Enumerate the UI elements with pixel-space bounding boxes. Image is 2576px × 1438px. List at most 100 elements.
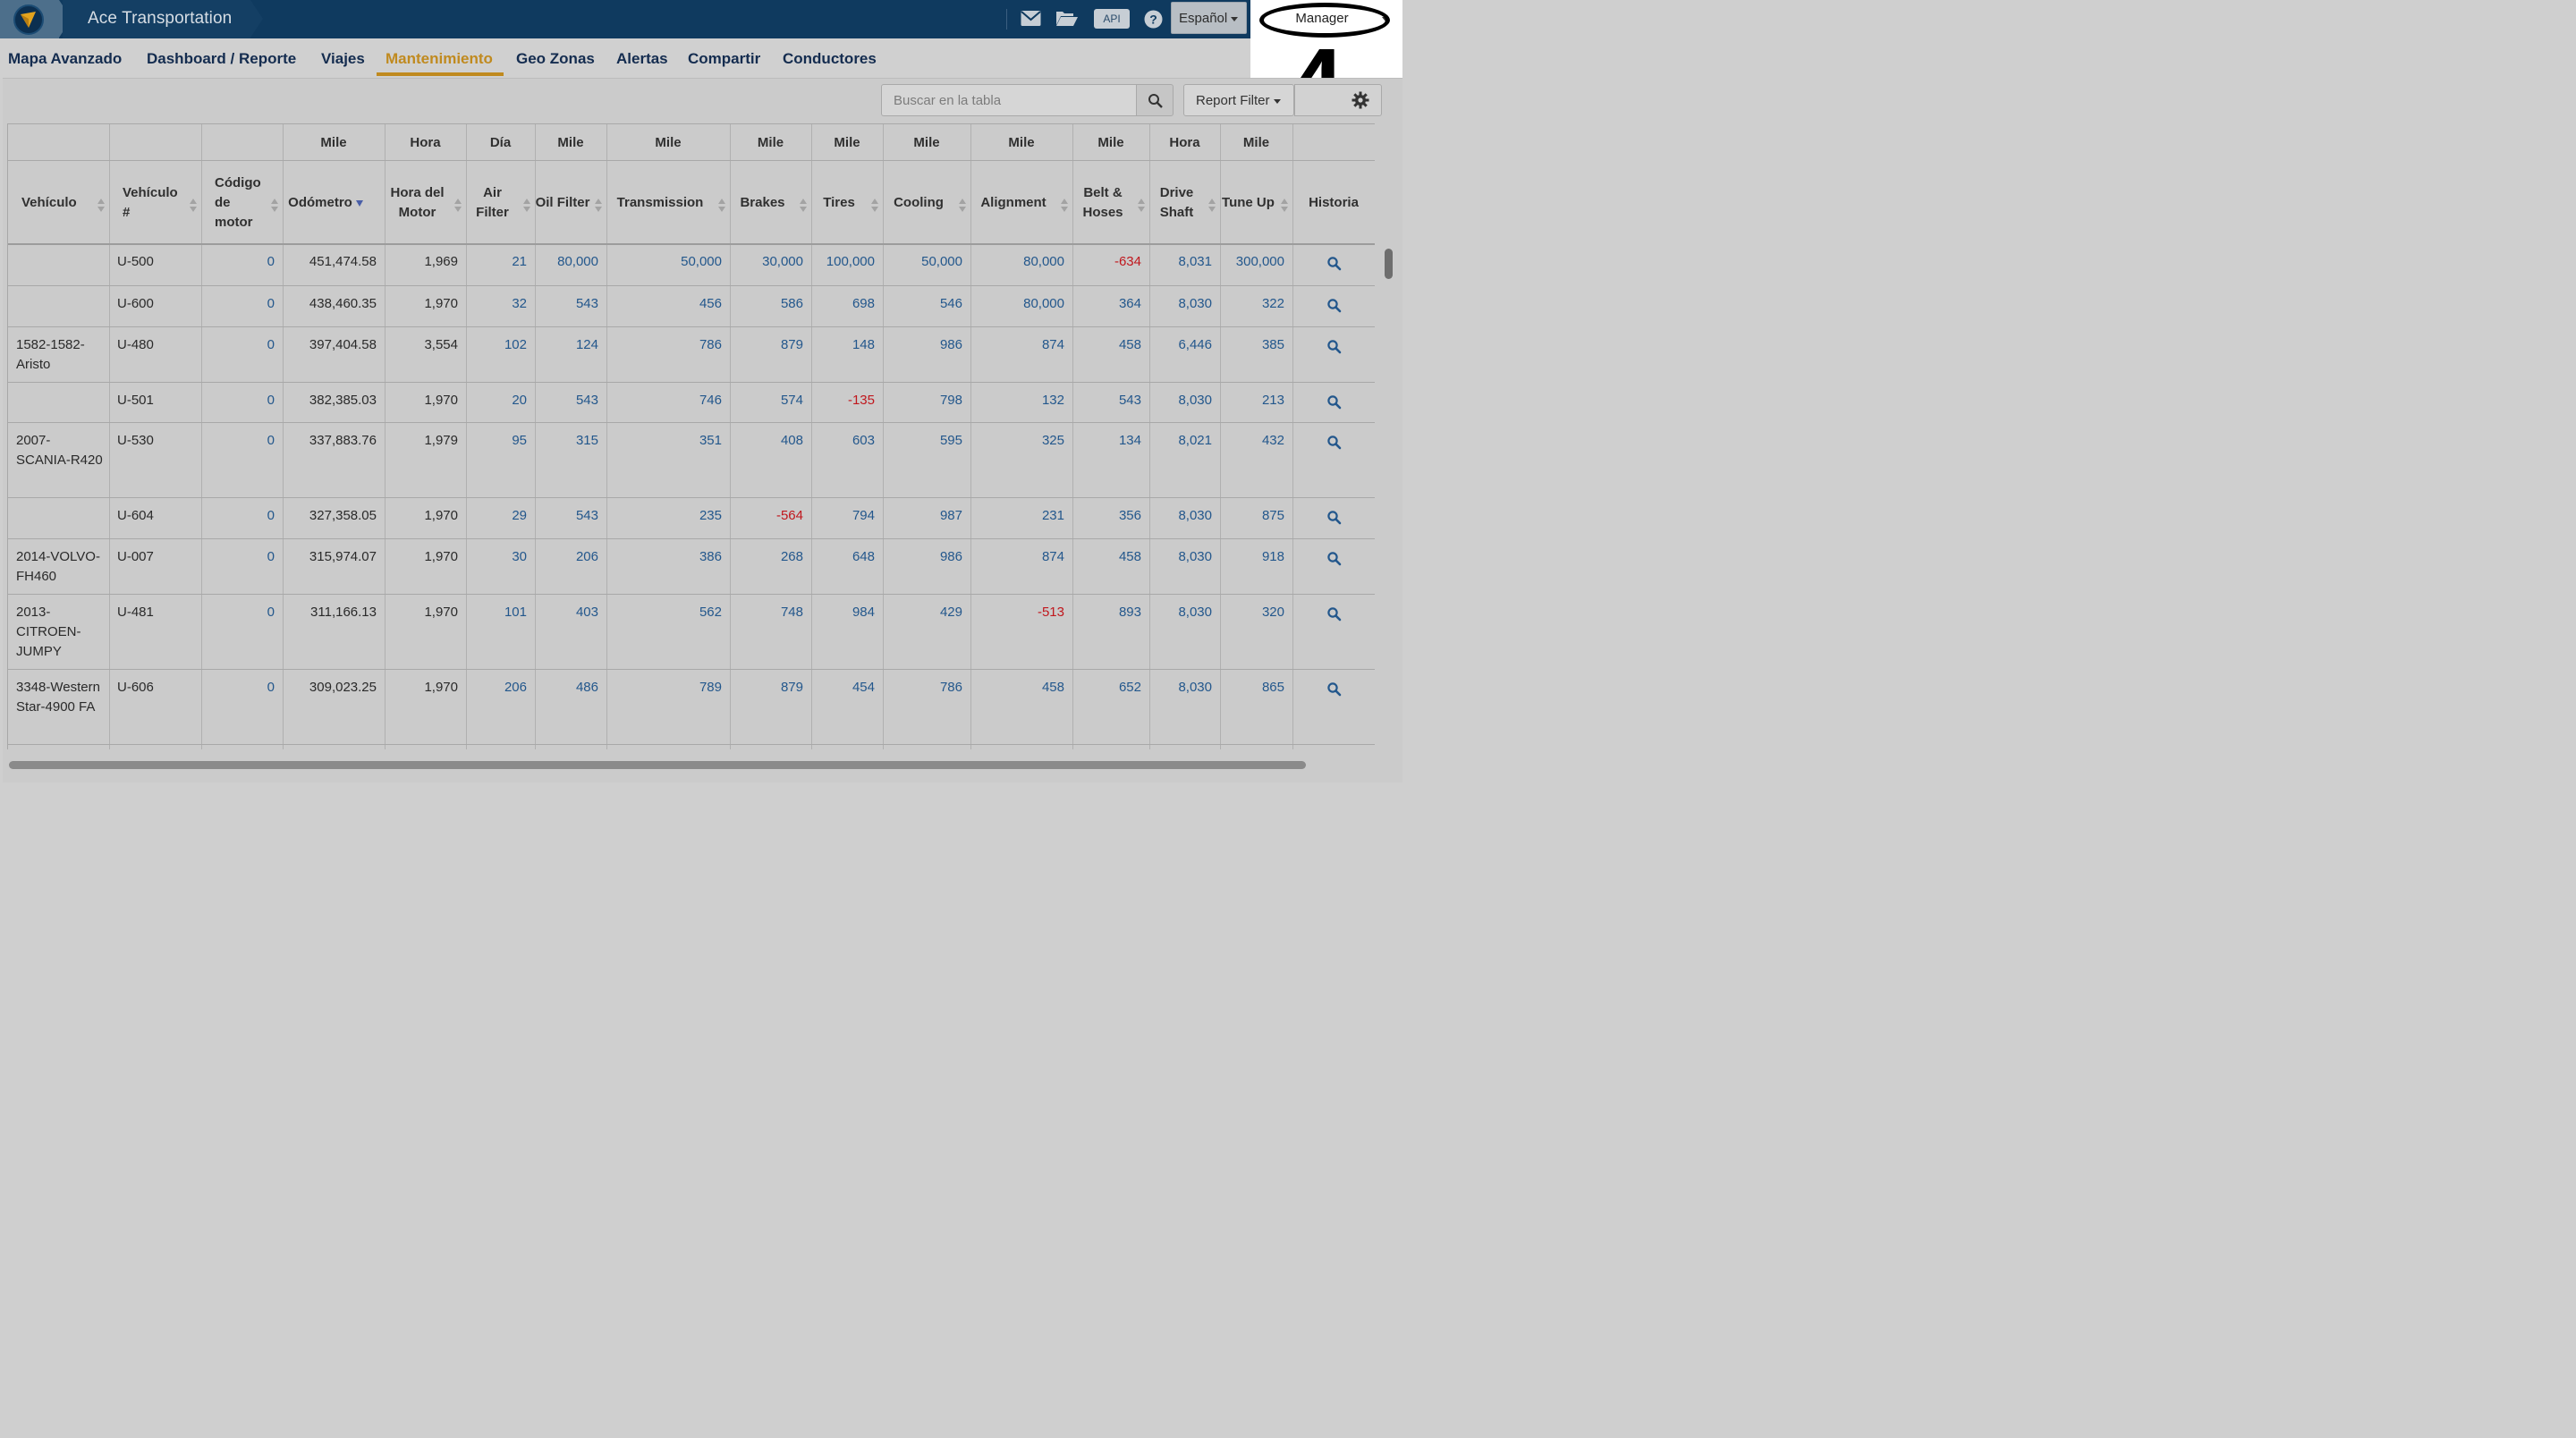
column-header-drive-shaft[interactable]: Drive Shaft (1149, 163, 1204, 243)
cell-tires[interactable]: -135 (847, 393, 875, 408)
cell-brakes[interactable]: 30,000 (762, 254, 803, 269)
cell-air-filter[interactable]: 101 (504, 605, 527, 620)
cell-alignment[interactable]: 132 (1041, 393, 1064, 408)
cell-transmission[interactable]: 786 (699, 337, 722, 352)
column-header-engine-code[interactable]: Código de motor (215, 163, 268, 243)
cell-transmission[interactable]: 50,000 (681, 254, 722, 269)
cell-drive-shaft[interactable]: 8,030 (1178, 508, 1212, 523)
sort-icon[interactable] (271, 199, 278, 213)
cell-air-filter[interactable]: 29 (512, 508, 527, 523)
cell-oil-filter[interactable]: 315 (575, 433, 598, 448)
cell-belt-hoses[interactable]: 458 (1118, 337, 1141, 352)
vertical-scrollbar-thumb[interactable] (1385, 249, 1393, 279)
cell-transmission[interactable]: 386 (699, 549, 722, 564)
cell-cooling[interactable]: 986 (939, 549, 962, 564)
cell-oil-filter[interactable]: 543 (575, 296, 598, 311)
cell-air-filter[interactable]: 32 (512, 296, 527, 311)
cell-alignment[interactable]: 325 (1041, 433, 1064, 448)
cell-brakes[interactable]: 408 (780, 433, 803, 448)
nav-conductores[interactable]: Conductores (783, 50, 877, 67)
cell-brakes[interactable]: 748 (780, 605, 803, 620)
column-header-tires[interactable]: Tires (811, 163, 867, 243)
cell-cooling[interactable]: 798 (939, 393, 962, 408)
sort-icon[interactable] (800, 199, 807, 213)
history-search-icon[interactable] (1326, 435, 1343, 451)
history-search-icon[interactable] (1326, 606, 1343, 622)
sort-icon[interactable] (1138, 199, 1145, 213)
cell-air-filter[interactable]: 30 (512, 549, 527, 564)
cell-engine-code[interactable]: 0 (267, 549, 275, 564)
cell-alignment[interactable]: 231 (1041, 508, 1064, 523)
folder-open-icon[interactable] (1055, 9, 1079, 32)
cell-tires[interactable]: 984 (852, 605, 875, 620)
sort-icon[interactable] (1281, 199, 1288, 213)
cell-drive-shaft[interactable]: 8,031 (1178, 254, 1212, 269)
cell-tires[interactable]: 794 (852, 508, 875, 523)
column-header-air-filter[interactable]: Air Filter (466, 163, 519, 243)
cell-tires[interactable]: 603 (852, 433, 875, 448)
column-header-brakes[interactable]: Brakes (730, 163, 795, 243)
nav-viajes[interactable]: Viajes (321, 50, 365, 67)
nav-alertas[interactable]: Alertas (616, 50, 668, 67)
cell-oil-filter[interactable]: 403 (575, 605, 598, 620)
cell-transmission[interactable]: 746 (699, 393, 722, 408)
cell-brakes[interactable]: -564 (775, 508, 803, 523)
cell-engine-code[interactable]: 0 (267, 508, 275, 523)
cell-drive-shaft[interactable]: 6,446 (1178, 337, 1212, 352)
column-header-cooling[interactable]: Cooling (883, 163, 954, 243)
cell-brakes[interactable]: 586 (780, 296, 803, 311)
cell-tune-up[interactable]: 320 (1261, 605, 1284, 620)
column-header-tune-up[interactable]: Tune Up (1220, 163, 1276, 243)
cell-drive-shaft[interactable]: 8,030 (1178, 393, 1212, 408)
history-search-icon[interactable] (1326, 339, 1343, 355)
cell-belt-hoses[interactable]: 356 (1118, 508, 1141, 523)
column-header-engine-hours[interactable]: Hora del Motor (385, 163, 450, 243)
vertical-scrollbar[interactable] (1383, 246, 1394, 747)
cell-cooling[interactable]: 595 (939, 433, 962, 448)
cell-alignment[interactable]: 80,000 (1023, 254, 1064, 269)
cell-air-filter[interactable]: 95 (512, 433, 527, 448)
sort-icon[interactable] (595, 199, 602, 213)
cell-alignment[interactable]: 874 (1041, 337, 1064, 352)
cell-brakes[interactable]: 574 (780, 393, 803, 408)
cell-cooling[interactable]: 546 (939, 296, 962, 311)
nav-dashboard-reporte[interactable]: Dashboard / Reporte (147, 50, 297, 67)
nav-mapa-avanzado[interactable]: Mapa Avanzado (8, 50, 123, 67)
sort-icon[interactable] (97, 199, 105, 213)
mail-icon[interactable] (1021, 10, 1041, 31)
cell-transmission[interactable]: 562 (699, 605, 722, 620)
cell-belt-hoses[interactable]: 364 (1118, 296, 1141, 311)
history-search-icon[interactable] (1326, 394, 1343, 410)
cell-oil-filter[interactable]: 486 (575, 680, 598, 695)
cell-engine-code[interactable]: 0 (267, 433, 275, 448)
cell-belt-hoses[interactable]: 652 (1118, 680, 1141, 695)
sort-icon[interactable] (1061, 199, 1068, 213)
cell-transmission[interactable]: 235 (699, 508, 722, 523)
sort-icon[interactable] (1208, 199, 1216, 213)
column-header-belt-hoses[interactable]: Belt & Hoses (1072, 163, 1133, 243)
cell-engine-code[interactable]: 0 (267, 296, 275, 311)
cell-cooling[interactable]: 50,000 (921, 254, 962, 269)
cell-alignment[interactable]: 458 (1041, 680, 1064, 695)
search-button[interactable] (1136, 84, 1174, 116)
cell-tune-up[interactable]: 322 (1261, 296, 1284, 311)
cell-air-filter[interactable]: 102 (504, 337, 527, 352)
sort-icon[interactable] (190, 199, 197, 213)
cell-tune-up[interactable]: 875 (1261, 508, 1284, 523)
cell-tune-up[interactable]: 300,000 (1235, 254, 1284, 269)
cell-drive-shaft[interactable]: 8,021 (1178, 433, 1212, 448)
cell-oil-filter[interactable]: 206 (575, 549, 598, 564)
cell-engine-code[interactable]: 0 (267, 680, 275, 695)
cell-tune-up[interactable]: 918 (1261, 549, 1284, 564)
history-search-icon[interactable] (1326, 256, 1343, 272)
cell-drive-shaft[interactable]: 8,030 (1178, 680, 1212, 695)
cell-oil-filter[interactable]: 124 (575, 337, 598, 352)
cell-cooling[interactable]: 786 (939, 680, 962, 695)
sort-icon[interactable] (871, 199, 878, 213)
cell-cooling[interactable]: 987 (939, 508, 962, 523)
nav-compartir[interactable]: Compartir (688, 50, 761, 67)
column-header-vehicle-number[interactable]: Vehículo # (123, 163, 185, 243)
column-settings-button[interactable] (1294, 84, 1382, 116)
column-header-alignment[interactable]: Alignment (970, 163, 1056, 243)
cell-drive-shaft[interactable]: 8,030 (1178, 549, 1212, 564)
